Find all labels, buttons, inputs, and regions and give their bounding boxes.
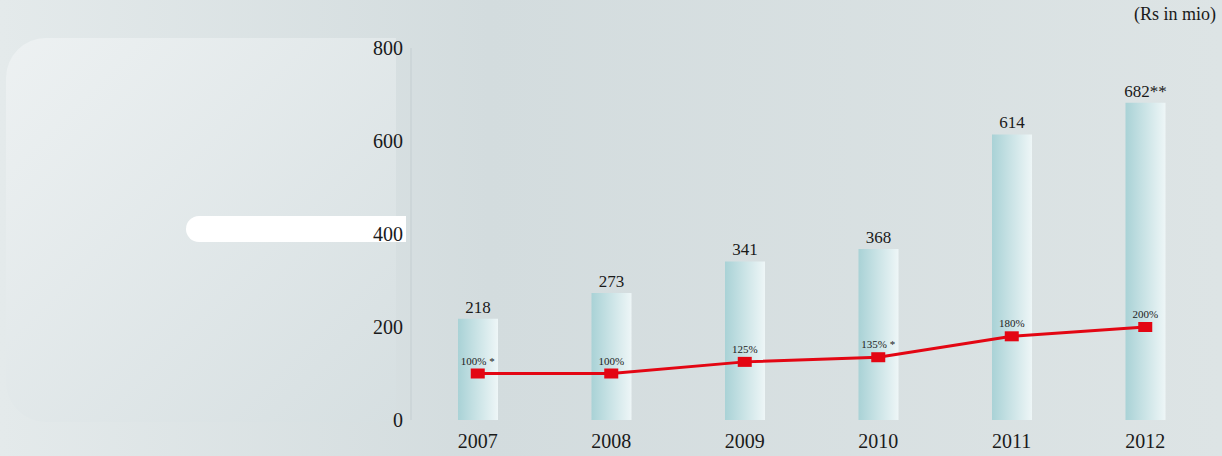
svg-text:341: 341 — [732, 240, 758, 259]
svg-text:125%: 125% — [732, 343, 758, 355]
svg-text:200: 200 — [373, 316, 403, 338]
svg-text:180%: 180% — [999, 317, 1025, 329]
svg-text:800: 800 — [373, 37, 403, 59]
svg-text:100% *: 100% * — [461, 355, 495, 367]
svg-text:218: 218 — [465, 298, 491, 317]
svg-text:614: 614 — [999, 113, 1025, 132]
svg-text:135% *: 135% * — [861, 338, 895, 350]
svg-text:682**: 682** — [1124, 82, 1167, 101]
svg-text:400: 400 — [373, 223, 403, 245]
svg-text:2007: 2007 — [458, 430, 498, 452]
svg-text:368: 368 — [866, 228, 892, 247]
html-text:(Rs in mio): (Rs in mio) — [1134, 4, 1216, 24]
svg-text:2011: 2011 — [992, 430, 1031, 452]
svg-text:0: 0 — [393, 409, 403, 431]
svg-text:273: 273 — [599, 272, 625, 291]
svg-text:2010: 2010 — [858, 430, 898, 452]
svg-text:2009: 2009 — [725, 430, 765, 452]
svg-text:100%: 100% — [598, 355, 624, 367]
svg-text:2012: 2012 — [1125, 430, 1165, 452]
svg-text:2008: 2008 — [591, 430, 631, 452]
svg-text:600: 600 — [373, 130, 403, 152]
svg-text:200%: 200% — [1132, 308, 1158, 320]
